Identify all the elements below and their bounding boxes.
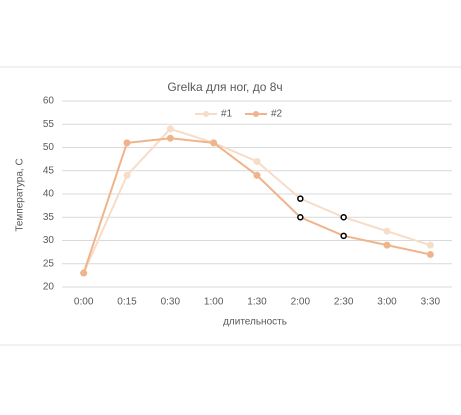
data-point <box>253 171 261 179</box>
legend-marker <box>203 111 209 117</box>
y-tick-label: 20 <box>43 282 55 293</box>
x-tick-label: 3:00 <box>377 297 397 308</box>
x-tick-label: 3:30 <box>421 297 441 308</box>
legend-label: #2 <box>271 109 283 120</box>
legend-marker <box>253 111 259 117</box>
x-tick-label: 0:00 <box>74 297 94 308</box>
data-point <box>383 227 391 235</box>
data-point <box>297 214 304 221</box>
data-point <box>253 157 261 165</box>
data-point <box>123 139 131 147</box>
x-tick-label: 2:00 <box>291 297 311 308</box>
y-tick-label: 55 <box>43 119 55 130</box>
data-point <box>166 125 174 133</box>
y-tick-label: 35 <box>43 212 55 223</box>
data-point <box>166 134 174 142</box>
x-axis-label: длительность <box>223 317 287 328</box>
x-tick-label: 2:30 <box>334 297 354 308</box>
data-point <box>383 241 391 249</box>
data-point <box>426 241 434 249</box>
data-point <box>340 214 347 221</box>
x-tick-label: 1:00 <box>204 297 224 308</box>
x-tick-label: 1:30 <box>247 297 267 308</box>
y-tick-label: 50 <box>43 142 55 153</box>
data-point <box>80 269 88 277</box>
data-point <box>297 195 304 202</box>
data-point <box>426 250 434 258</box>
chart-title: Grelka для ног, до 8ч <box>167 80 282 94</box>
data-point <box>123 171 131 179</box>
y-tick-label: 45 <box>43 165 55 176</box>
x-tick-label: 0:15 <box>117 297 137 308</box>
data-point <box>210 139 218 147</box>
y-tick-label: 30 <box>43 235 55 246</box>
y-tick-label: 25 <box>43 258 55 269</box>
y-axis-label: Температура, С <box>15 158 26 231</box>
y-tick-label: 40 <box>43 189 55 200</box>
y-tick-label: 60 <box>43 96 55 107</box>
legend-label: #1 <box>221 109 233 120</box>
series-line <box>82 127 431 274</box>
data-point <box>340 232 347 240</box>
x-tick-label: 0:30 <box>161 297 181 308</box>
